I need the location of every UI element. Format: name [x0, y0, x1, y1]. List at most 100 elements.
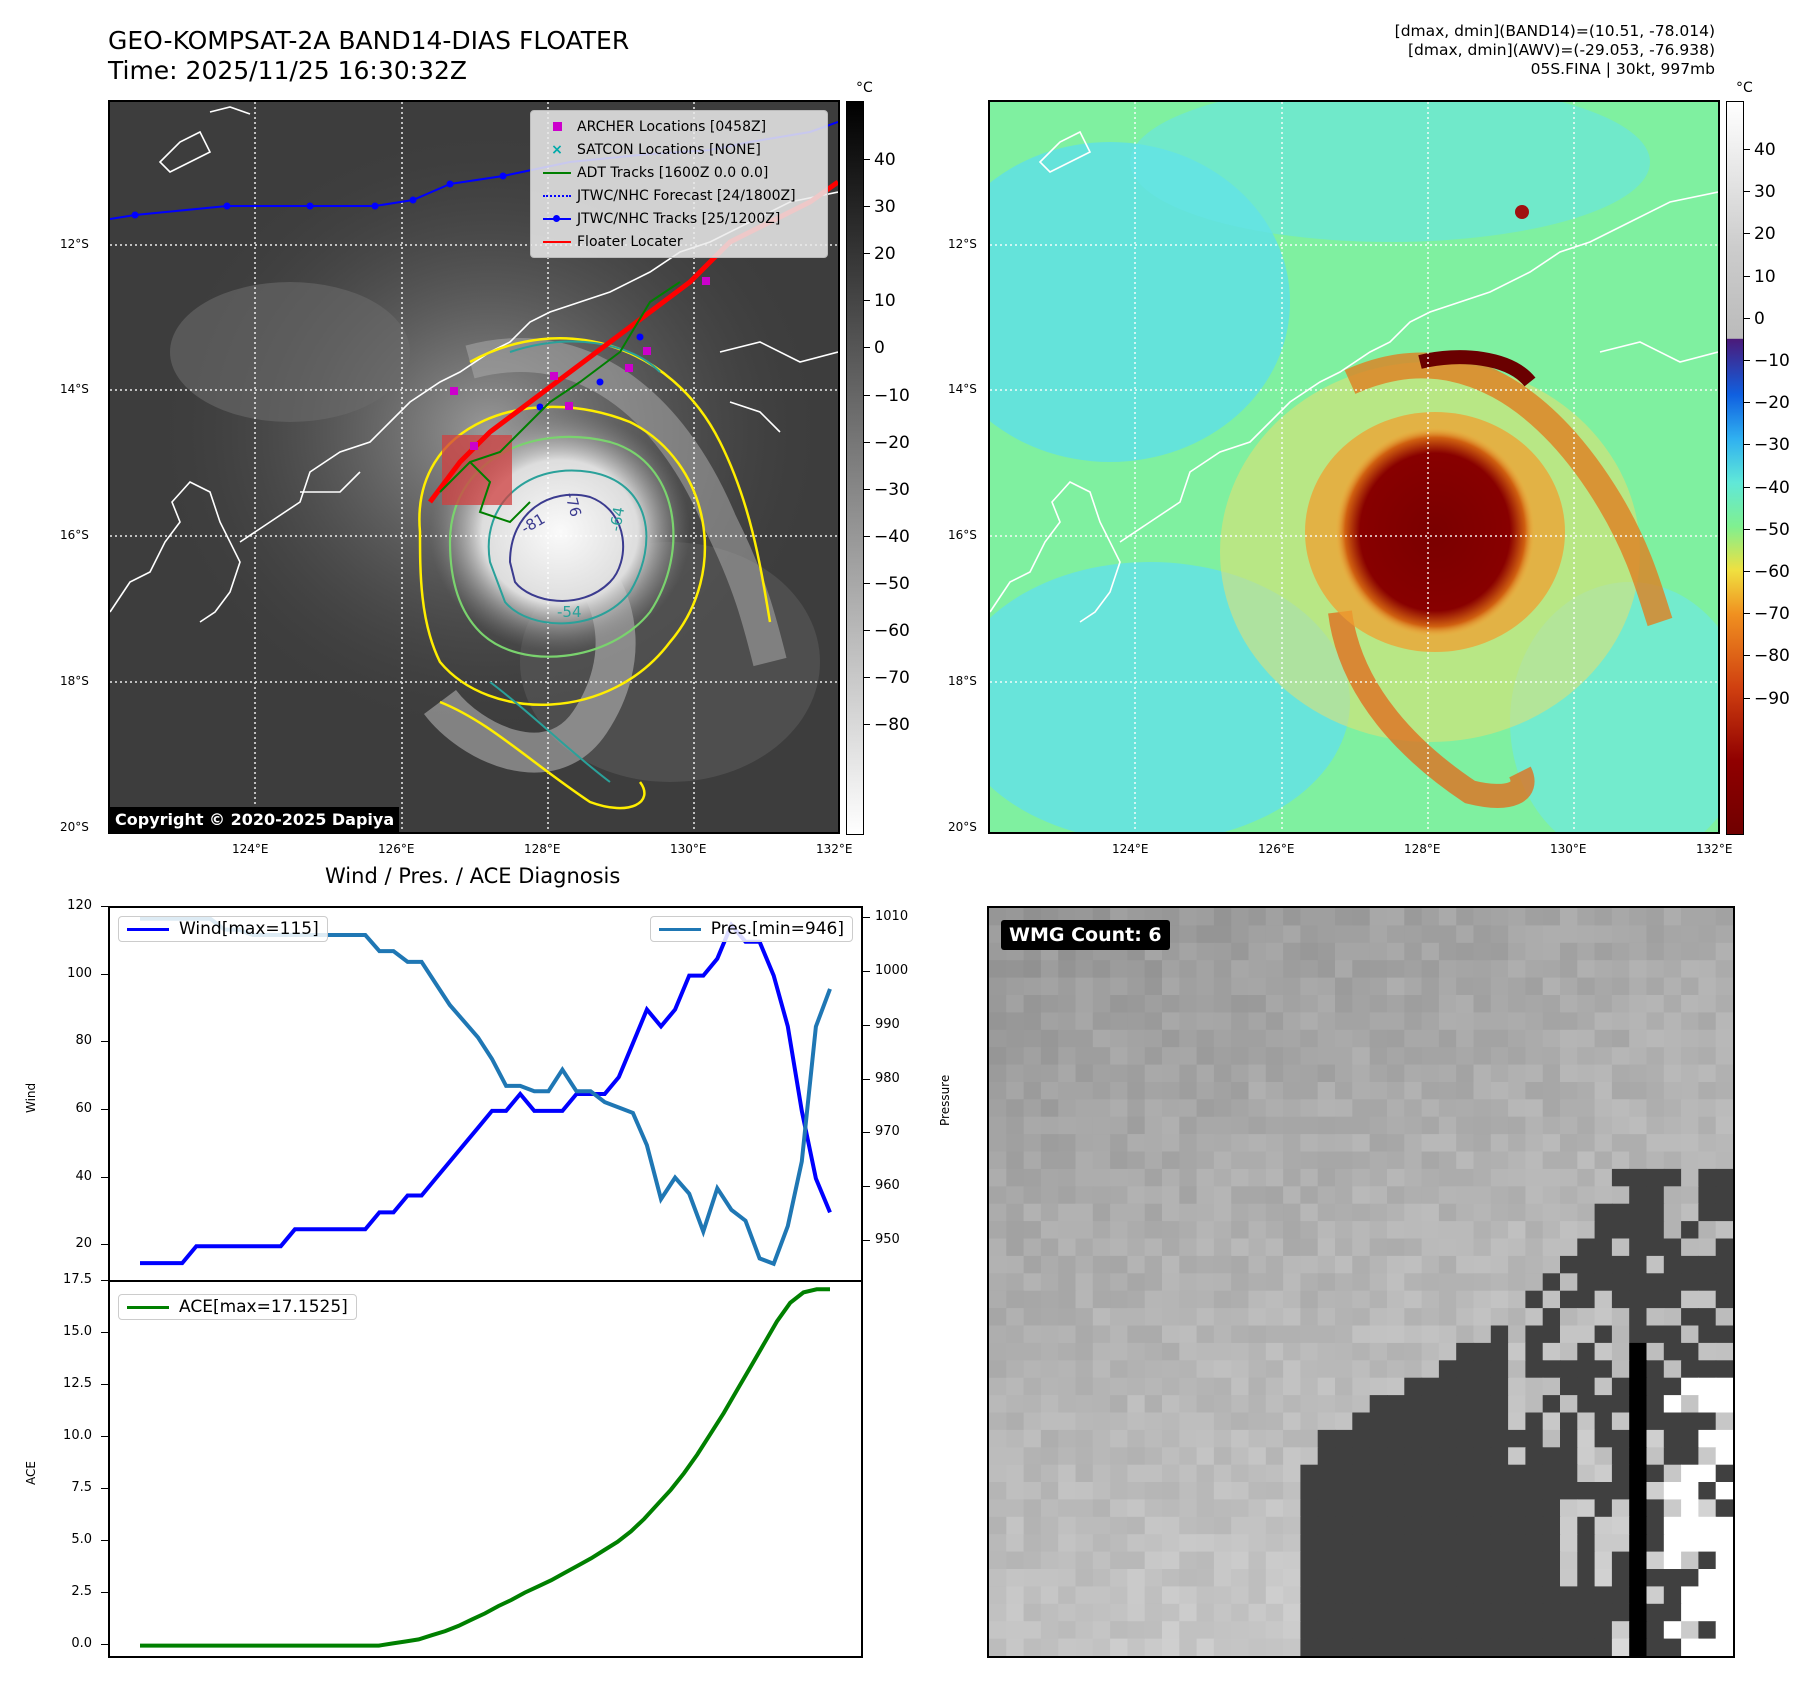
colorbar-left-tick-mark [864, 206, 870, 208]
ace-ytick-label: 10.0 [63, 1427, 92, 1443]
colorbar-left-tick-mark [864, 253, 870, 255]
awv-lat-label-16s: 16°S [948, 528, 977, 542]
colorbar-left-tick-label: 10 [874, 291, 896, 312]
colorbar-right-tick-label: 30 [1754, 182, 1776, 203]
ace-ytick-label: 17.5 [63, 1272, 92, 1287]
colorbar-right-tick-mark [1744, 402, 1750, 404]
awv-lat-label-20s: 20°S [948, 820, 977, 834]
ace-ytick-label: 7.5 [71, 1479, 92, 1495]
satcon-x-icon: × [551, 141, 563, 158]
awv-lon-label-128e: 128°E [1404, 842, 1441, 856]
colorbar-right-tick-label: −30 [1754, 435, 1790, 456]
map-legend: ARCHER Locations [0458Z] × SATCON Locati… [530, 110, 828, 258]
legend-satcon: × SATCON Locations [NONE] [537, 138, 821, 161]
ace-legend: ACE[max=17.1525] [118, 1294, 357, 1320]
ir-satellite-map: -76 -81 -64 -54 ARCHER Locations [0458Z]… [108, 100, 840, 834]
awv-lon-label-130e: 130°E [1550, 842, 1587, 856]
ace-ytick-label: 12.5 [63, 1375, 92, 1391]
ace-ytick-mark [101, 1331, 108, 1333]
colorbar-right-tick-label: 0 [1754, 308, 1765, 329]
colorbar-right-tick-label: −90 [1754, 688, 1790, 709]
awv-lon-label-124e: 124°E [1112, 842, 1149, 856]
colorbar-right-tick-mark [1744, 444, 1750, 446]
archer-marker-icon [552, 121, 562, 131]
pressure-ytick-label: 980 [875, 1070, 900, 1086]
awv-lat-label-18s: 18°S [948, 674, 977, 688]
legend-floater: Floater Locater [537, 230, 821, 253]
pressure-legend: Pres.[min=946] [649, 916, 853, 942]
pressure-series-line [140, 916, 832, 1267]
legend-jtwc-forecast: JTWC/NHC Forecast [24/1800Z] [537, 184, 821, 207]
wind-legend: Wind[max=115] [118, 916, 328, 942]
awv-coastlines [990, 130, 1718, 623]
pressure-ytick-label: 1010 [875, 908, 909, 924]
colorbar-right-tick-label: −40 [1754, 477, 1790, 498]
colorbar-left [846, 101, 864, 835]
ace-ytick-label: 0.0 [71, 1635, 92, 1651]
ace-ytick-mark [101, 1591, 108, 1593]
lat-label-18s: 18°S [60, 674, 89, 688]
info-line-3: 05S.FINA | 30kt, 997mb [1530, 60, 1715, 78]
colorbar-left-tick-label: −40 [874, 526, 910, 547]
colorbar-left-tick-label: 30 [874, 197, 896, 218]
colorbar-right-tick-mark [1744, 360, 1750, 361]
pressure-ytick-mark [863, 1186, 870, 1188]
contour-label-64: -64 [606, 505, 628, 532]
ace-ytick-mark [101, 1539, 108, 1541]
colorbar-right-tick-mark [1744, 655, 1750, 657]
colorbar-right-tick-label: 10 [1754, 266, 1776, 287]
ace-svg [140, 1287, 830, 1648]
colorbar-right-tick-label: −10 [1754, 351, 1790, 371]
colorbar-left-tick-mark [864, 535, 870, 537]
pressure-ytick-mark [863, 1024, 870, 1026]
colorbar-left-tick-mark [864, 582, 870, 584]
floater-line-icon [543, 240, 571, 243]
colorbar-right-tick-label: −20 [1754, 393, 1790, 414]
awv-core [1335, 427, 1535, 637]
colorbar-left-tick-label: −20 [874, 432, 910, 453]
colorbar-right-tick-label: 40 [1754, 140, 1776, 160]
temperature-contours [418, 337, 772, 810]
colorbar-left-tick-mark [864, 347, 870, 349]
awv-lat-label-12s: 12°S [948, 237, 977, 251]
colorbar-right-tick-label: −60 [1754, 562, 1790, 582]
legend-archer: ARCHER Locations [0458Z] [537, 115, 821, 138]
pressure-ytick-mark [863, 1132, 870, 1134]
colorbar-right-tick-mark [1744, 233, 1750, 235]
wmg-panel: WMG Count: 6 [987, 906, 1735, 1658]
wind-ytick-mark [101, 1041, 108, 1043]
ace-chart: ACE[max=17.1525] [108, 1280, 863, 1658]
pressure-ytick-label: 950 [875, 1232, 900, 1248]
ace-series-line [140, 1287, 830, 1648]
colorbar-left-tick-mark [864, 630, 870, 631]
awv-lon-label-126e: 126°E [1258, 842, 1295, 856]
awv-lon-label-132e: 132°E [1696, 842, 1733, 856]
colorbar-left-tick-mark [864, 394, 870, 396]
colorbar-right-tick-mark [1744, 149, 1750, 150]
awv-satellite-map [988, 100, 1720, 834]
awv-gridlines [990, 102, 1718, 832]
copyright-label: Copyright © 2020-2025 Dapiya [110, 807, 400, 832]
contour-label-76: -76 [561, 490, 585, 518]
colorbar-right-tick-label: −70 [1754, 604, 1790, 625]
colorbar-right-tick-mark [1744, 191, 1750, 193]
lat-label-16s: 16°S [60, 528, 89, 542]
colorbar-left-unit: °C [856, 80, 873, 96]
wind-ytick-label: 80 [75, 1033, 92, 1049]
colorbar-right-unit: °C [1736, 80, 1753, 96]
colorbar-right-tick-mark [1744, 697, 1750, 699]
wind-pressure-svg [140, 916, 832, 1267]
wind-axis-label: Wind [24, 1082, 38, 1113]
ace-ytick-mark [101, 1280, 108, 1281]
pressure-ytick-label: 1000 [875, 962, 909, 978]
colorbar-left-tick-mark [864, 300, 870, 302]
wmg-image [989, 908, 1733, 1656]
ace-legend-line-icon [127, 1305, 169, 1309]
colorbar-left-tick-mark [864, 159, 870, 160]
colorbar-left-tick-label: 0 [874, 338, 885, 359]
pressure-ytick-label: 990 [875, 1016, 900, 1032]
colorbar-right-tick-mark [1744, 613, 1750, 615]
adt-track [439, 281, 681, 493]
info-line-1: [dmax, dmin](BAND14)=(10.51, -78.014) [1394, 22, 1715, 40]
pressure-ytick-mark [863, 1078, 870, 1080]
